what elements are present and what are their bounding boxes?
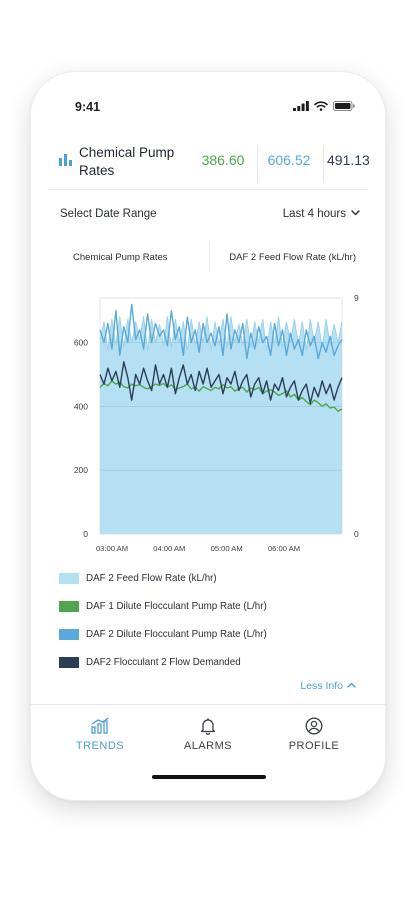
nav-tab-alarms-label: ALARMS <box>183 740 233 752</box>
chart-axis-tabs: Chemical Pump Rates DAF 2 Feed Flow Rate… <box>49 242 367 272</box>
less-info-toggle[interactable]: Less Info <box>300 680 356 692</box>
legend-label: DAF 2 Feed Flow Rate (kL/hr) <box>86 573 217 584</box>
nav-tab-trends-label: TRENDS <box>75 740 125 752</box>
nav-tab-profile-label: PROFILE <box>288 740 340 752</box>
trend-chart[interactable]: 0 200 400 600 0 9 03:00 AM 04:00 AM 05:00 AM 06:0… <box>49 282 367 562</box>
wifi-icon <box>314 101 328 111</box>
phone-frame: 9:41 Chemical Pu <box>31 72 385 800</box>
battery-icon <box>333 101 355 111</box>
kpi-value-daf1-dilute: 386.60 <box>201 152 245 168</box>
bar-chart-icon <box>59 154 72 166</box>
y-left-tick-label: 200 <box>74 465 88 475</box>
status-bar: 9:41 <box>31 98 385 120</box>
kpi-divider <box>257 146 258 182</box>
nav-tab-trends[interactable]: TRENDS <box>55 717 145 752</box>
chevron-down-icon <box>351 210 360 216</box>
legend-swatch <box>59 601 79 612</box>
x-tick-label: 06:00 AM <box>268 544 300 553</box>
kpi-value-daf2-dilute: 606.52 <box>267 152 311 168</box>
y-right-tick-label: 0 <box>354 529 359 539</box>
date-range-label: Select Date Range <box>60 208 157 220</box>
chevron-up-icon <box>347 682 356 688</box>
chart-title: Chemical Pump Rates <box>79 145 175 178</box>
date-range-row: Select Date Range Last 4 hours <box>60 208 360 226</box>
y-left-tick-label: 600 <box>74 338 88 348</box>
legend-label: DAF 1 Dilute Flocculant Pump Rate (L/hr) <box>86 601 267 612</box>
legend-label: DAF 2 Dilute Flocculant Pump Rate (L/hr) <box>86 629 267 640</box>
trends-icon <box>91 717 109 734</box>
status-time: 9:41 <box>75 100 101 114</box>
legend-swatch <box>59 629 79 640</box>
x-tick-label: 03:00 AM <box>96 544 128 553</box>
chart-header: Chemical Pump Rates 386.60 606.52 491.13 <box>49 140 370 190</box>
y-left-tick-label: 0 <box>83 529 88 539</box>
user-profile-icon <box>305 717 323 735</box>
kpi-value-flocculant-demanded: 491.13 <box>327 152 370 168</box>
legend-swatch <box>59 657 79 668</box>
less-info-label: Less Info <box>300 680 343 692</box>
status-icons <box>293 101 355 111</box>
left-axis-tab[interactable]: Chemical Pump Rates <box>73 252 168 263</box>
x-tick-label: 04:00 AM <box>153 544 185 553</box>
right-axis-tab[interactable]: DAF 2 Feed Flow Rate (kL/hr) <box>229 252 356 263</box>
home-indicator <box>152 775 266 779</box>
nav-tab-alarms[interactable]: ALARMS <box>163 717 253 752</box>
legend-swatch <box>59 573 79 584</box>
date-range-value: Last 4 hours <box>282 208 346 220</box>
bell-icon <box>200 718 216 735</box>
cellular-signal-icon <box>293 101 309 111</box>
series-area-0 <box>100 316 342 534</box>
series-line-2 <box>99 303 343 360</box>
series-line-3 <box>99 361 343 404</box>
y-left-tick-label: 400 <box>74 401 88 411</box>
axis-tab-divider <box>209 242 210 272</box>
nav-tab-profile[interactable]: PROFILE <box>269 717 359 752</box>
legend-label: DAF2 Flocculant 2 Flow Demanded <box>86 657 241 668</box>
date-range-select[interactable]: Last 4 hours <box>283 208 360 220</box>
bottom-nav: TRENDS ALARMS PROFILE <box>31 704 385 776</box>
y-right-tick-label: 9 <box>354 293 359 303</box>
kpi-divider <box>323 146 324 182</box>
x-tick-label: 05:00 AM <box>211 544 243 553</box>
